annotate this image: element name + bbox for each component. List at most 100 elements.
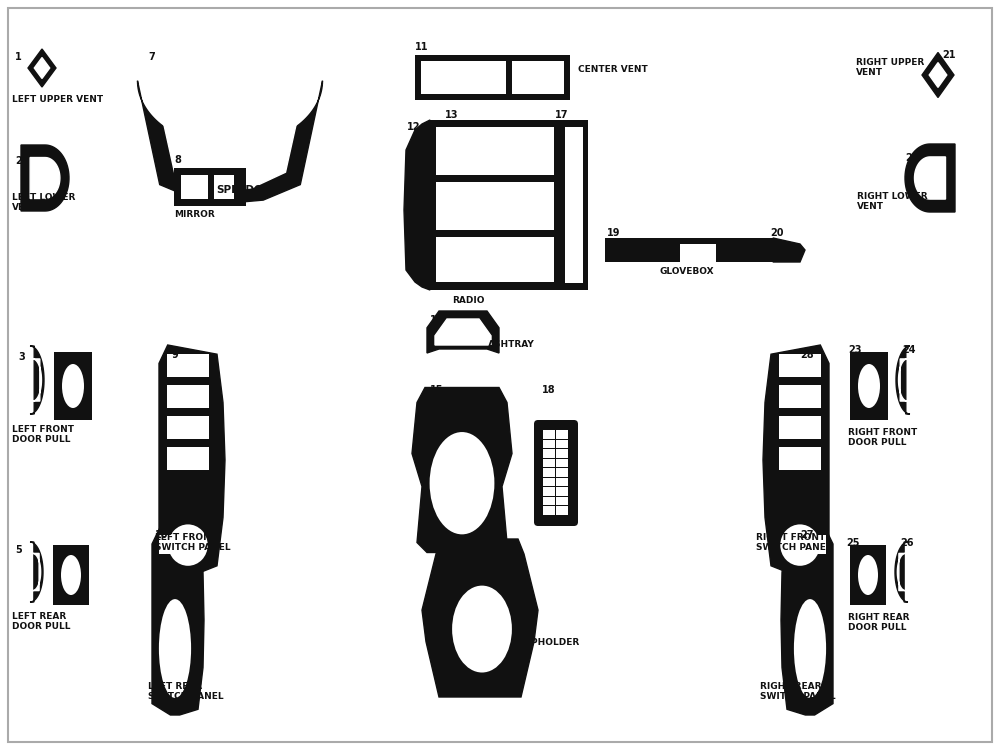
Polygon shape <box>28 49 56 87</box>
Bar <box>779 416 821 440</box>
Bar <box>556 459 568 467</box>
Bar <box>556 449 568 458</box>
Text: SPEEDO: SPEEDO <box>217 184 263 194</box>
Text: 25: 25 <box>846 538 860 548</box>
Polygon shape <box>435 319 491 345</box>
Polygon shape <box>138 81 322 203</box>
Text: LEFT FRONT
SWITCH PANEL: LEFT FRONT SWITCH PANEL <box>155 533 231 553</box>
Text: 14: 14 <box>430 315 444 325</box>
Bar <box>543 430 555 439</box>
Polygon shape <box>33 359 41 401</box>
Text: RIGHT FRONT
SWITCH PANEL: RIGHT FRONT SWITCH PANEL <box>756 533 832 553</box>
Text: 11: 11 <box>415 42 428 52</box>
Ellipse shape <box>780 524 820 566</box>
Polygon shape <box>896 346 910 414</box>
Polygon shape <box>154 81 306 190</box>
Text: CENTER VENT: CENTER VENT <box>578 65 648 74</box>
Text: 13: 13 <box>445 110 458 120</box>
Text: SHIFTER: SHIFTER <box>450 552 493 561</box>
Polygon shape <box>895 542 908 602</box>
Polygon shape <box>21 145 69 211</box>
Bar <box>54 352 92 420</box>
Bar <box>556 440 568 448</box>
FancyBboxPatch shape <box>534 420 578 526</box>
Bar <box>53 545 89 605</box>
Bar <box>436 127 554 175</box>
Text: 26: 26 <box>900 538 914 548</box>
Text: LEFT FRONT
DOOR PULL: LEFT FRONT DOOR PULL <box>12 425 74 445</box>
Bar <box>214 175 234 199</box>
Polygon shape <box>929 63 947 88</box>
Text: RIGHT UPPER
VENT: RIGHT UPPER VENT <box>856 58 924 77</box>
Polygon shape <box>152 525 204 715</box>
Bar <box>556 506 568 515</box>
Text: 5: 5 <box>15 545 22 555</box>
Bar <box>430 120 560 290</box>
Text: 8: 8 <box>174 155 181 165</box>
Ellipse shape <box>168 524 208 566</box>
Bar <box>543 478 555 486</box>
Ellipse shape <box>858 364 880 408</box>
Bar <box>543 488 555 496</box>
Polygon shape <box>427 311 499 353</box>
Text: 15: 15 <box>430 385 444 395</box>
Text: RIGHT REAR
SWITCH PANEL: RIGHT REAR SWITCH PANEL <box>760 682 836 701</box>
Text: 23: 23 <box>848 345 862 355</box>
Text: 1: 1 <box>15 52 22 62</box>
Ellipse shape <box>159 599 191 698</box>
Ellipse shape <box>62 364 84 408</box>
Bar <box>543 506 555 515</box>
Bar <box>850 545 886 605</box>
Bar <box>415 55 570 100</box>
Polygon shape <box>905 144 955 212</box>
Bar <box>159 535 191 554</box>
Polygon shape <box>159 345 225 575</box>
Bar <box>560 120 588 290</box>
Bar <box>543 449 555 458</box>
Polygon shape <box>404 120 430 290</box>
Bar <box>779 386 821 408</box>
Text: LEFT REAR
SWITCH PANEL: LEFT REAR SWITCH PANEL <box>148 682 224 701</box>
Polygon shape <box>781 525 833 715</box>
Bar <box>794 535 826 554</box>
Bar <box>512 61 564 94</box>
Bar <box>436 182 554 230</box>
Polygon shape <box>33 554 41 590</box>
Text: LEFT UPPER VENT: LEFT UPPER VENT <box>12 95 103 104</box>
Polygon shape <box>773 238 805 262</box>
Ellipse shape <box>452 586 512 673</box>
Bar <box>565 127 583 283</box>
Text: 4: 4 <box>58 352 65 362</box>
Text: 9: 9 <box>172 350 179 360</box>
Bar <box>167 354 209 377</box>
Polygon shape <box>422 539 538 697</box>
Text: LEFT REAR
DOOR PULL: LEFT REAR DOOR PULL <box>12 612 70 632</box>
Text: 22: 22 <box>905 153 918 163</box>
Text: RIGHT FRONT
DOOR PULL: RIGHT FRONT DOOR PULL <box>848 428 917 448</box>
Bar <box>779 354 821 377</box>
Bar <box>436 237 554 282</box>
Text: RADIO: RADIO <box>452 296 484 305</box>
Polygon shape <box>30 346 44 414</box>
Text: 7: 7 <box>148 52 155 62</box>
Ellipse shape <box>183 186 195 198</box>
Bar <box>779 447 821 470</box>
Text: CUPHOLDER: CUPHOLDER <box>518 638 580 647</box>
Polygon shape <box>412 388 512 553</box>
Bar <box>167 386 209 408</box>
Bar <box>543 459 555 467</box>
Polygon shape <box>922 53 954 98</box>
Ellipse shape <box>858 555 878 595</box>
Text: 16: 16 <box>448 545 462 555</box>
Text: 6: 6 <box>57 545 64 555</box>
Bar <box>556 488 568 496</box>
Text: ASHTRAY: ASHTRAY <box>488 340 535 349</box>
Bar <box>556 497 568 506</box>
Bar <box>556 430 568 439</box>
Polygon shape <box>763 345 829 575</box>
Bar <box>543 497 555 506</box>
Polygon shape <box>899 359 907 401</box>
Polygon shape <box>34 58 50 79</box>
Bar <box>543 440 555 448</box>
Text: 28: 28 <box>800 350 814 360</box>
